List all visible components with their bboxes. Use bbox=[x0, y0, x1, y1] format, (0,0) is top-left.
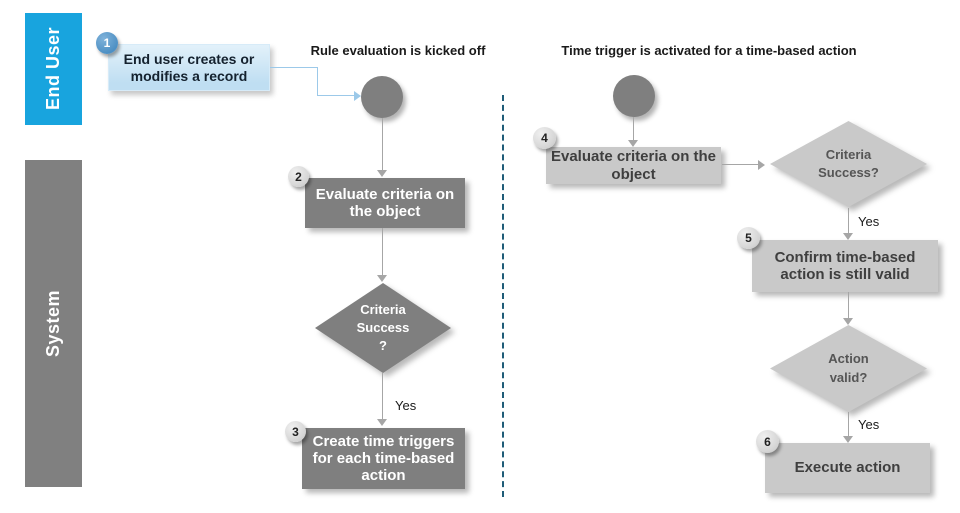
arrowhead-step6-icon bbox=[843, 436, 853, 443]
decision-criteria-success-left-label: Criteria Success ? bbox=[315, 283, 451, 373]
arrowhead-decision2-icon bbox=[843, 318, 853, 325]
decision-criteria-success-right: Criteria Success? bbox=[770, 121, 927, 207]
start-node-left bbox=[361, 76, 403, 118]
connector-step4-to-decision1 bbox=[722, 164, 759, 165]
arrowhead-step5-icon bbox=[843, 233, 853, 240]
yes-label-left: Yes bbox=[395, 398, 417, 413]
arrowhead-decision1-icon bbox=[758, 160, 765, 170]
arrowhead-step3-icon bbox=[377, 419, 387, 426]
step-box-1: End user creates or modifies a record bbox=[108, 44, 270, 91]
connector-start-to-step4 bbox=[633, 117, 634, 140]
step-badge-1: 1 bbox=[96, 32, 118, 54]
step-box-6: Execute action bbox=[765, 443, 930, 493]
connector-step1-elbow-h2 bbox=[317, 95, 355, 96]
arrowhead-step2-icon bbox=[377, 170, 387, 177]
connector-step1-elbow-h1 bbox=[270, 67, 318, 68]
connector-step2-to-decision bbox=[382, 228, 383, 275]
step-badge-3: 3 bbox=[285, 421, 306, 442]
step-box-4: Evaluate criteria on the object bbox=[546, 147, 721, 184]
decision-criteria-success-left: Criteria Success ? bbox=[315, 283, 451, 373]
decision-action-valid: Action valid? bbox=[770, 325, 927, 412]
connector-decision2-to-step6 bbox=[848, 412, 849, 436]
lane-end-user-label: End User bbox=[43, 27, 63, 111]
step-badge-6: 6 bbox=[756, 430, 779, 453]
step-box-5: Confirm time-based action is still valid bbox=[752, 240, 938, 292]
arrowhead-step4-icon bbox=[628, 140, 638, 147]
decision-action-valid-label: Action valid? bbox=[770, 325, 927, 412]
step-box-3: Create time triggers for each time-based… bbox=[302, 428, 465, 489]
start-node-right bbox=[613, 75, 655, 117]
flow-title-right: Time trigger is activated for a time-bas… bbox=[561, 43, 857, 58]
connector-decision-to-step3 bbox=[382, 373, 383, 419]
step-box-2: Evaluate criteria on the object bbox=[305, 178, 465, 228]
connector-step1-elbow-v bbox=[317, 67, 318, 96]
lane-system-label: System bbox=[43, 289, 63, 358]
arrowhead-step1-to-start-icon bbox=[354, 91, 361, 101]
step-badge-2: 2 bbox=[288, 166, 309, 187]
flow-title-left: Rule evaluation is kicked off bbox=[310, 43, 486, 58]
step-badge-4: 4 bbox=[533, 127, 556, 149]
connector-decision1-to-step5 bbox=[848, 208, 849, 233]
lane-end-user: End User bbox=[25, 13, 82, 125]
yes-label-right-2: Yes bbox=[858, 417, 880, 432]
decision-criteria-success-right-label: Criteria Success? bbox=[770, 121, 927, 207]
lane-system: System bbox=[25, 160, 82, 487]
arrowhead-decision-left-icon bbox=[377, 275, 387, 282]
connector-step5-to-decision2 bbox=[848, 292, 849, 318]
connector-start-to-step2 bbox=[382, 118, 383, 170]
step-badge-5: 5 bbox=[737, 227, 760, 249]
yes-label-right-1: Yes bbox=[858, 214, 880, 229]
swimlane-divider bbox=[502, 95, 504, 497]
